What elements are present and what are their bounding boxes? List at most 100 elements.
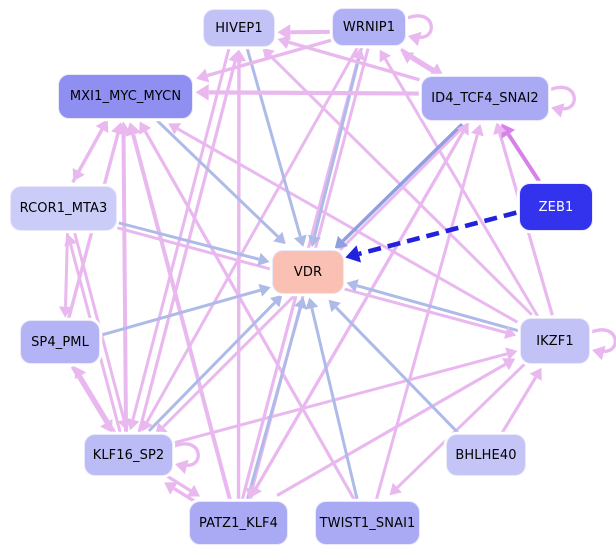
edge-arrowhead	[308, 234, 321, 247]
self-loop-klf16-sp2	[171, 442, 200, 467]
graph-node-vdr[interactable]: VDR	[272, 250, 344, 294]
graph-edge-wrnip1-to-vdr	[313, 46, 364, 237]
edge-arrowhead	[505, 347, 518, 361]
edge-arrowhead	[493, 122, 507, 135]
node-label: VDR	[293, 264, 323, 280]
edge-arrowhead	[456, 122, 469, 136]
graph-edge-id4-tcf4-snai2-to-mxi1-myc-mycn	[208, 90, 420, 96]
node-label: PATZ1_KLF4	[198, 515, 279, 531]
graph-edge-klf16-sp2-to-patz1-klf4	[165, 474, 192, 492]
edge-arrowhead	[294, 297, 307, 310]
graph-edge-twist1-snai1-to-id4-tcf4-snai2	[374, 134, 479, 501]
node-label: BHLHE40	[455, 447, 517, 463]
graph-node-klf16-sp2[interactable]: KLF16_SP2	[84, 434, 173, 476]
graph-node-bhlhe40[interactable]: BHLHE40	[446, 434, 526, 476]
graph-edge-twist1-snai1-to-vdr	[310, 307, 359, 501]
graph-edge-mxi1-myc-mycn-to-vdr	[152, 116, 279, 238]
edge-arrowhead	[273, 231, 286, 245]
edge-arrowhead	[111, 122, 125, 136]
graph-edge-zeb1-to-vdr	[358, 210, 517, 257]
graph-node-id4-tcf4-snai2[interactable]: ID4_TCF4_SNAI2	[421, 76, 549, 121]
graph-edge-hivep1-to-vdr	[245, 47, 302, 237]
edge-arrowhead	[228, 50, 242, 64]
edge-arrowhead	[504, 326, 517, 339]
edge-arrowhead	[195, 84, 209, 101]
edge-arrowhead	[95, 119, 109, 133]
edge-arrowhead	[501, 123, 516, 139]
node-label: ZEB1	[538, 199, 574, 215]
graph-node-patz1-klf4[interactable]: PATZ1_KLF4	[189, 501, 288, 545]
edge-arrowhead	[245, 487, 259, 500]
graph-edge-klf16-sp2-to-ikzf1	[174, 352, 508, 445]
graph-edge-bhlhe40-to-ikzf1	[500, 376, 538, 435]
edge-arrowhead	[164, 482, 178, 495]
edge-arrowhead	[389, 482, 402, 496]
graph-node-wrnip1[interactable]: WRNIP1	[332, 8, 406, 46]
self-loop-id4-tcf4-snai2	[547, 85, 576, 111]
graph-node-zeb1[interactable]: ZEB1	[519, 183, 593, 231]
edge-arrowhead	[74, 366, 87, 380]
edge-arrowhead	[328, 299, 341, 313]
edge-arrowhead	[117, 418, 131, 431]
edge-arrowhead	[100, 418, 113, 433]
node-label: TWIST1_SNAI1	[319, 515, 416, 531]
node-label: HIVEP1	[215, 20, 263, 36]
graph-edge-sp4-pml-to-vdr	[102, 288, 261, 337]
graph-edge-id4-tcf4-snai2-to-hivep1	[288, 40, 420, 82]
graph-edge-hivep1-to-klf16-sp2	[131, 46, 231, 421]
graph-node-rcor1-mta3[interactable]: RCOR1_MTA3	[10, 186, 117, 231]
edge-arrowhead	[351, 47, 365, 61]
node-label: IKZF1	[536, 333, 574, 349]
edge-arrowhead	[72, 168, 85, 182]
graph-edge-rcor1-mta3-to-vdr	[118, 221, 260, 261]
graph-edge-twist1-snai1-to-mxi1-myc-mycn	[143, 130, 356, 501]
edge-arrowhead	[155, 422, 168, 435]
graph-edge-ikzf1-to-vdr	[356, 284, 519, 333]
graph-edge-patz1-klf4-to-klf16-sp2	[173, 487, 199, 505]
graph-edge-patz1-klf4-to-vdr	[245, 307, 302, 501]
graph-node-sp4-pml[interactable]: SP4_PML	[20, 320, 100, 364]
graph-edge-bhlhe40-to-vdr	[335, 306, 462, 437]
edge-arrowhead	[345, 245, 362, 263]
edge-arrowhead	[551, 103, 565, 118]
node-label: RCOR1_MTA3	[19, 201, 108, 216]
self-loop-wrnip1	[404, 14, 433, 39]
edge-arrowhead	[262, 47, 275, 61]
node-label: ID4_TCF4_SNAI2	[431, 91, 539, 106]
edge-arrowhead	[126, 418, 140, 431]
edge-arrowhead	[305, 297, 319, 310]
graph-edge-zeb1-to-id4-tcf4-snai2	[506, 133, 541, 183]
graph-node-twist1-snai1[interactable]: TWIST1_SNAI1	[315, 501, 420, 545]
graph-node-hivep1[interactable]: HIVEP1	[203, 9, 275, 47]
graph-edge-klf16-sp2-to-vdr	[147, 301, 276, 432]
edge-arrowhead	[334, 235, 348, 250]
edge-arrowhead	[196, 68, 210, 83]
edge-arrowhead	[269, 294, 283, 308]
edge-arrowhead	[141, 418, 153, 432]
graph-edge-ikzf1-to-mxi1-myc-mycn	[177, 127, 519, 324]
node-label: WRNIP1	[342, 19, 396, 35]
graph-node-mxi1-myc-mycn[interactable]: MXI1_MYC_MYCN	[58, 74, 193, 119]
edge-arrowhead	[592, 345, 606, 361]
edge-arrowhead	[277, 24, 291, 41]
edge-arrowhead	[293, 234, 307, 247]
graph-edge-ikzf1-to-twist1-snai1	[396, 361, 528, 489]
graph-edge-wrnip1-to-mxi1-myc-mycn	[206, 38, 332, 78]
graph-edge-id4-tcf4-snai2-to-patz1-klf4	[254, 120, 471, 489]
edge-arrowhead	[139, 121, 152, 135]
edge-arrowhead	[186, 484, 201, 497]
node-label: SP4_PML	[31, 334, 89, 350]
edge-arrowhead	[58, 306, 73, 318]
edge-arrowhead	[168, 123, 182, 135]
graph-edge-ikzf1-to-wrnip1	[384, 58, 540, 319]
graph-node-ikzf1[interactable]: IKZF1	[520, 318, 590, 364]
edge-arrowhead	[277, 35, 291, 50]
edge-arrowhead	[501, 358, 516, 371]
edge-arrowhead	[401, 52, 415, 64]
edge-arrowhead	[257, 252, 270, 266]
edge-arrowhead	[470, 124, 484, 137]
graph-edge-id4-tcf4-snai2-to-vdr	[341, 122, 464, 243]
self-loop-ikzf1	[588, 328, 616, 353]
edge-arrowhead	[379, 49, 392, 63]
edge-arrowhead	[429, 63, 444, 76]
